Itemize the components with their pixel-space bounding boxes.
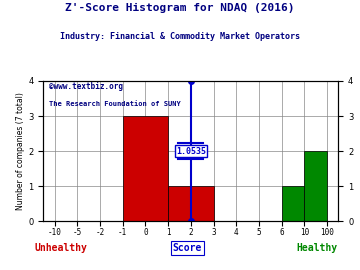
Text: Score: Score	[172, 243, 202, 253]
Bar	[123, 116, 168, 221]
Text: Z'-Score Histogram for NDAQ (2016): Z'-Score Histogram for NDAQ (2016)	[65, 3, 295, 13]
Text: 1.0535: 1.0535	[176, 147, 206, 156]
Bar	[282, 186, 304, 221]
Text: Industry: Financial & Commodity Market Operators: Industry: Financial & Commodity Market O…	[60, 32, 300, 41]
Text: Unhealthy: Unhealthy	[35, 243, 87, 253]
Y-axis label: Number of companies (7 total): Number of companies (7 total)	[16, 92, 25, 210]
Bar	[304, 151, 327, 221]
Bar	[168, 186, 213, 221]
Text: ©www.textbiz.org: ©www.textbiz.org	[49, 82, 123, 92]
Text: Healthy: Healthy	[296, 243, 337, 253]
Text: The Research Foundation of SUNY: The Research Foundation of SUNY	[49, 101, 181, 107]
